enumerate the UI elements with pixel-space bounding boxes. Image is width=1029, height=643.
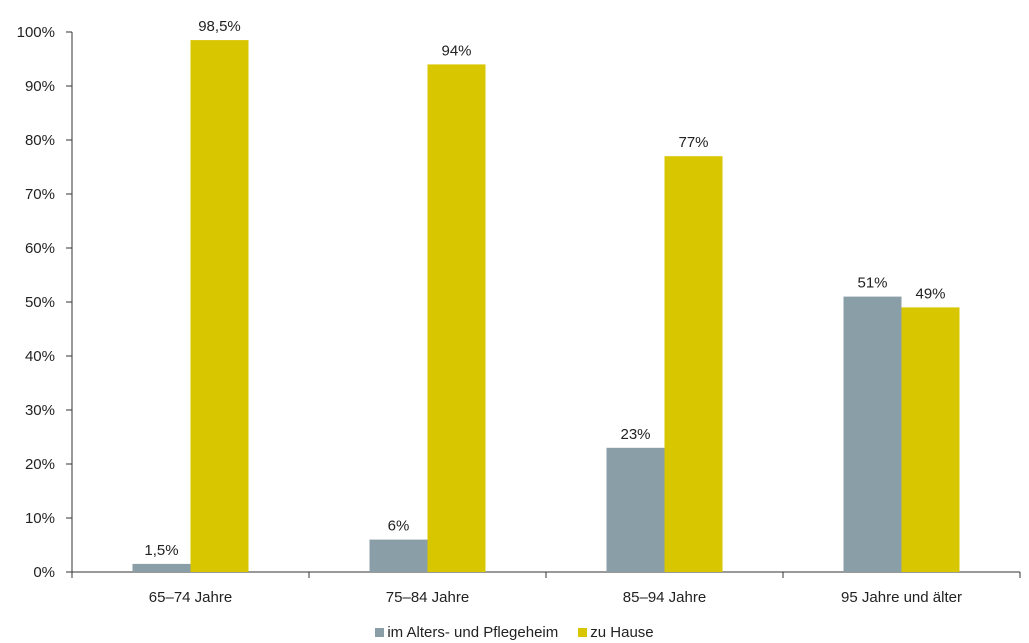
bar	[370, 540, 428, 572]
bar	[607, 448, 665, 572]
legend-label-zu-hause: zu Hause	[590, 624, 653, 641]
data-label: 49%	[915, 285, 945, 302]
data-label: 6%	[388, 518, 410, 535]
bar	[844, 297, 902, 572]
data-label: 23%	[620, 426, 650, 443]
y-tick-label: 40%	[25, 348, 55, 365]
y-tick-label: 30%	[25, 402, 55, 419]
legend: im Alters- und Pflegeheim zu Hause	[0, 622, 1029, 642]
bar	[902, 307, 960, 572]
data-label: 94%	[441, 42, 471, 59]
x-tick-label: 85–94 Jahre	[623, 589, 706, 606]
x-tick-label: 75–84 Jahre	[386, 589, 469, 606]
y-tick-label: 20%	[25, 456, 55, 473]
x-tick-label: 65–74 Jahre	[149, 589, 232, 606]
data-label: 98,5%	[198, 18, 241, 35]
legend-item-pflegeheim: im Alters- und Pflegeheim	[375, 624, 558, 641]
y-tick-label: 10%	[25, 510, 55, 527]
legend-item-zu-hause: zu Hause	[578, 624, 653, 641]
data-label: 1,5%	[144, 542, 178, 559]
y-tick-label: 50%	[25, 294, 55, 311]
legend-swatch-zu-hause	[578, 628, 587, 637]
data-label: 51%	[857, 275, 887, 292]
bar	[133, 564, 191, 572]
bar	[428, 64, 486, 572]
y-tick-label: 100%	[17, 24, 55, 41]
bar	[665, 156, 723, 572]
x-tick-label: 95 Jahre und älter	[841, 589, 962, 606]
bar-chart-svg: 0% 10% 20% 30% 40% 50% 60% 70% 80% 90% 100% 1,5% 98,…	[0, 0, 1029, 620]
legend-swatch-pflegeheim	[375, 628, 384, 637]
legend-label-pflegeheim: im Alters- und Pflegeheim	[387, 624, 558, 641]
y-tick-label: 80%	[25, 132, 55, 149]
y-tick-label: 60%	[25, 240, 55, 257]
data-label: 77%	[678, 134, 708, 151]
y-tick-label: 70%	[25, 186, 55, 203]
y-tick-label: 90%	[25, 78, 55, 95]
bar	[191, 40, 249, 572]
y-tick-label: 0%	[33, 564, 55, 581]
